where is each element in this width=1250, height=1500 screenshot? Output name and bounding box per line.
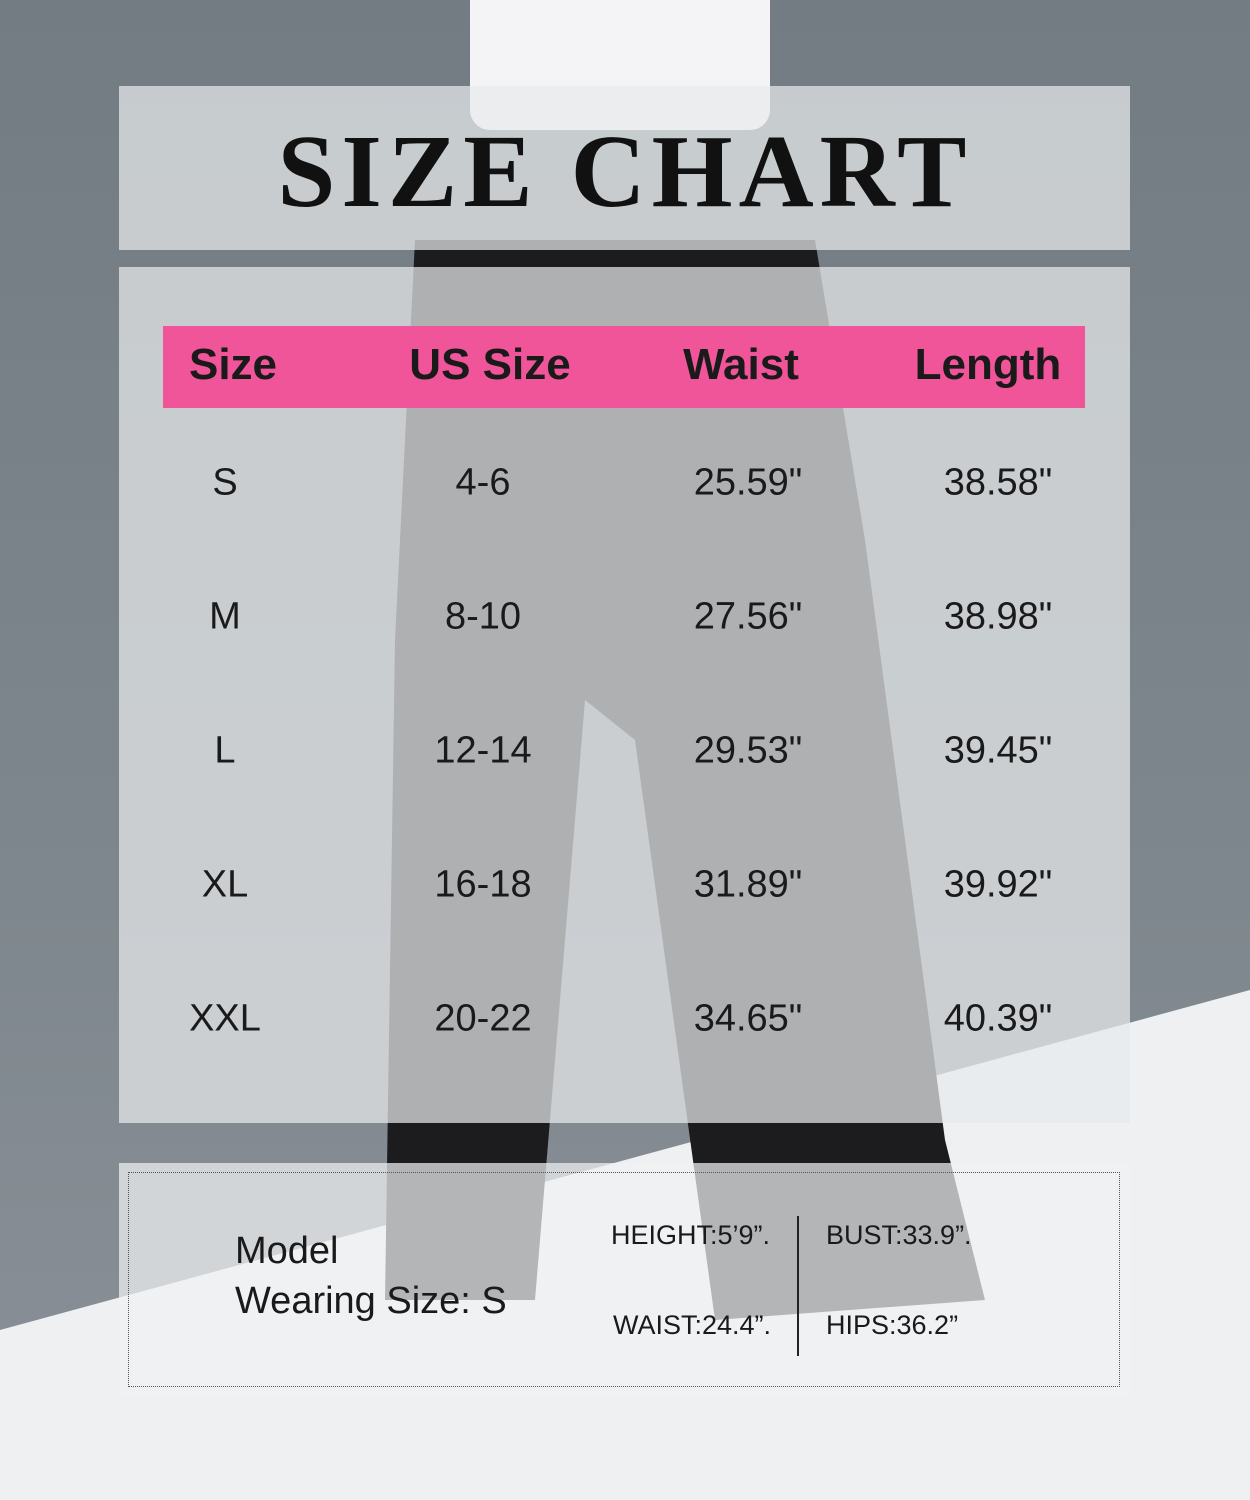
model-label: Model <box>235 1230 339 1272</box>
table-cell: L <box>214 729 236 772</box>
table-cell: 4-6 <box>455 461 511 504</box>
table-header <box>163 326 1085 408</box>
column-header: Waist <box>683 340 799 389</box>
table-cell: M <box>209 595 241 638</box>
table-cell: 39.45" <box>943 729 1053 772</box>
model-info-panel <box>119 1163 1130 1397</box>
size-table-panel <box>119 267 1130 1123</box>
table-cell: 27.56" <box>693 595 803 638</box>
model-waist: WAIST:24.4”. <box>613 1310 772 1340</box>
title-panel <box>119 86 1130 250</box>
model-bust: BUST:33.9”. <box>826 1220 972 1250</box>
page-title: SIZE CHART <box>277 114 973 229</box>
model-height: HEIGHT:5’9”. <box>611 1220 771 1250</box>
model-hips: HIPS:36.2” <box>826 1310 959 1340</box>
table-cell: 25.59" <box>693 461 803 504</box>
column-header: US Size <box>409 340 571 389</box>
column-header: Length <box>914 340 1062 389</box>
table-cell: XXL <box>189 997 261 1040</box>
table-cell: 40.39" <box>943 997 1053 1040</box>
table-cell: 38.58" <box>943 461 1053 504</box>
table-cell: 34.65" <box>693 997 803 1040</box>
table-cell: 31.89" <box>693 863 803 906</box>
table-cell: 38.98" <box>943 595 1053 638</box>
model-info-border <box>128 1172 1120 1387</box>
table-cell: 29.53" <box>693 729 803 772</box>
table-cell: XL <box>201 863 249 906</box>
model-size-label: Wearing Size: S <box>235 1280 507 1322</box>
table-cell: S <box>212 461 238 504</box>
table-cell: 12-14 <box>434 729 532 772</box>
table-cell: 39.92" <box>943 863 1053 906</box>
table-cell: 8-10 <box>444 595 522 638</box>
table-cell: 16-18 <box>434 863 532 906</box>
divider <box>797 1216 799 1356</box>
table-cell: 20-22 <box>434 997 532 1040</box>
column-header: Size <box>188 340 278 389</box>
